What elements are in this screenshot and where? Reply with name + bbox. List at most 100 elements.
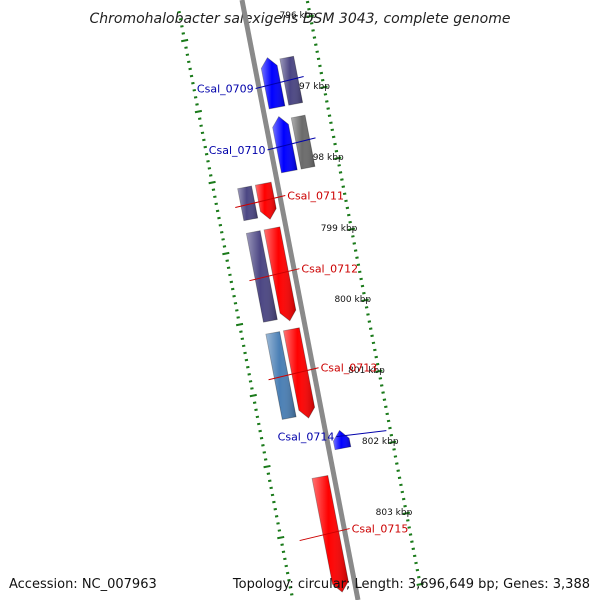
gene-Csal_0713-cog-shading [265,331,297,420]
scale-tick-right [252,401,257,404]
scale-tick-right [184,46,188,49]
scale-tick-left [338,171,343,174]
scale-tick-right [258,429,262,433]
scale-tick-left [319,71,324,75]
scale-tick-left [401,497,406,501]
scale-tick-right [228,273,232,277]
scale-tick-left [353,249,358,252]
scale-tick-left [312,36,317,39]
scale-tick-right [285,571,290,575]
scale-tick-right [232,294,236,298]
gene-Csal_0709-cog-shading [279,56,303,106]
scale-tick-right [229,280,234,284]
scale-label: 798 kbp [307,153,344,163]
scale-tick-left [371,341,376,345]
scale-tick-left [412,554,417,558]
scale-tick-right [225,259,229,262]
gene-Csal_0711-cog [237,185,259,222]
scale-tick-right [246,365,250,369]
scale-tick-left [344,199,348,203]
scale-tick-right [197,117,202,120]
scale-tick-right [270,493,275,497]
scale-tick-right [274,515,279,518]
scale-tick-left [397,476,402,480]
scale-tick-left [362,291,366,295]
scale-tick-right [277,535,285,540]
scale-tick-right [181,38,189,43]
scale-tick-right [255,415,260,419]
scale-tick-right [273,507,278,511]
genome-backbone [239,0,361,600]
scale-tick-right [222,251,230,256]
scale-tick-left [307,7,311,11]
scale-tick-right [266,472,271,475]
scale-tick-left [316,57,321,61]
scale-label: 797 kbp [293,82,330,92]
gene-label-Csal_0714: Csal_0714 [278,431,335,444]
scale-tick-right [268,479,272,483]
gene-Csal_0711-cog-shading [237,186,258,221]
scale-tick-left [395,462,399,465]
scale-tick-right [207,167,212,170]
gene-label-Csal_0712: Csal_0712 [301,263,358,276]
genome-summary-text: Topology: circular; Length: 3,696,649 bp… [232,577,590,592]
scale-tick-right [262,451,267,454]
scale-tick-right [241,344,246,348]
scale-tick-left [379,384,384,387]
scale-tick-right [249,393,257,398]
scale-tick-right [189,74,194,78]
scale-tick-left [315,50,319,54]
scale-tick-left [311,29,315,32]
scale-tick-right [194,109,203,114]
scale-tick-right [226,266,231,270]
scale-tick-left [367,320,372,323]
scale-label: 796 kbp [280,11,317,21]
scale-tick-left [411,547,416,551]
scale-tick-right [208,174,213,177]
scale-tick-right [213,195,217,199]
gene-Csal_0712-cog [245,230,278,323]
scale-tick-right [236,316,240,319]
gene-Csal_0711-leader [235,195,286,209]
scale-tick-left [374,355,378,359]
scale-tick-right [187,60,191,64]
scale-tick-right [244,358,249,362]
scale-tick-left [415,568,420,572]
scale-tick-right [188,67,192,71]
scale-tick-right [233,301,238,305]
scale-tick-right [222,245,227,248]
scale-tick-right [248,380,253,383]
gene-Csal_0715-leader [299,528,350,542]
scale-tick-left [334,149,339,153]
scale-tick-left [357,270,362,274]
scale-tick-right [181,32,186,35]
gene-Csal_0709-leader [255,75,304,89]
scale-tick-right [218,223,223,227]
scale-tick-right [199,124,203,128]
gene-Csal_0712-leader [249,268,300,282]
scale-tick-left [403,504,407,508]
scale-tick-right [230,287,235,291]
scale-tick-right [250,387,254,390]
scale-tick-left [381,391,385,394]
scale-tick-right [247,372,251,376]
scale-tick-right [221,238,225,241]
scale-tick-left [337,164,341,167]
scale-tick-right [277,529,282,532]
gene-Csal_0714-strand [332,429,352,451]
scale-tick-left [348,220,352,224]
scale-tick-left [351,235,355,238]
scale-tick-left [352,242,357,245]
scale-tick-left [359,277,363,281]
scale-label: 803 kbp [376,508,413,518]
scale-tick-right [263,458,268,461]
scale-tick-right [214,202,218,206]
scale-tick-left [370,334,374,338]
scale-tick-left [393,455,398,458]
scale-tick-right [219,230,224,234]
scale-tick-right [235,322,244,327]
scale-tick-right [259,436,264,440]
gene-Csal_0710-strand [272,115,298,174]
scale-tick-left [399,483,403,487]
gene-Csal_0714-strand-shading [333,430,351,450]
